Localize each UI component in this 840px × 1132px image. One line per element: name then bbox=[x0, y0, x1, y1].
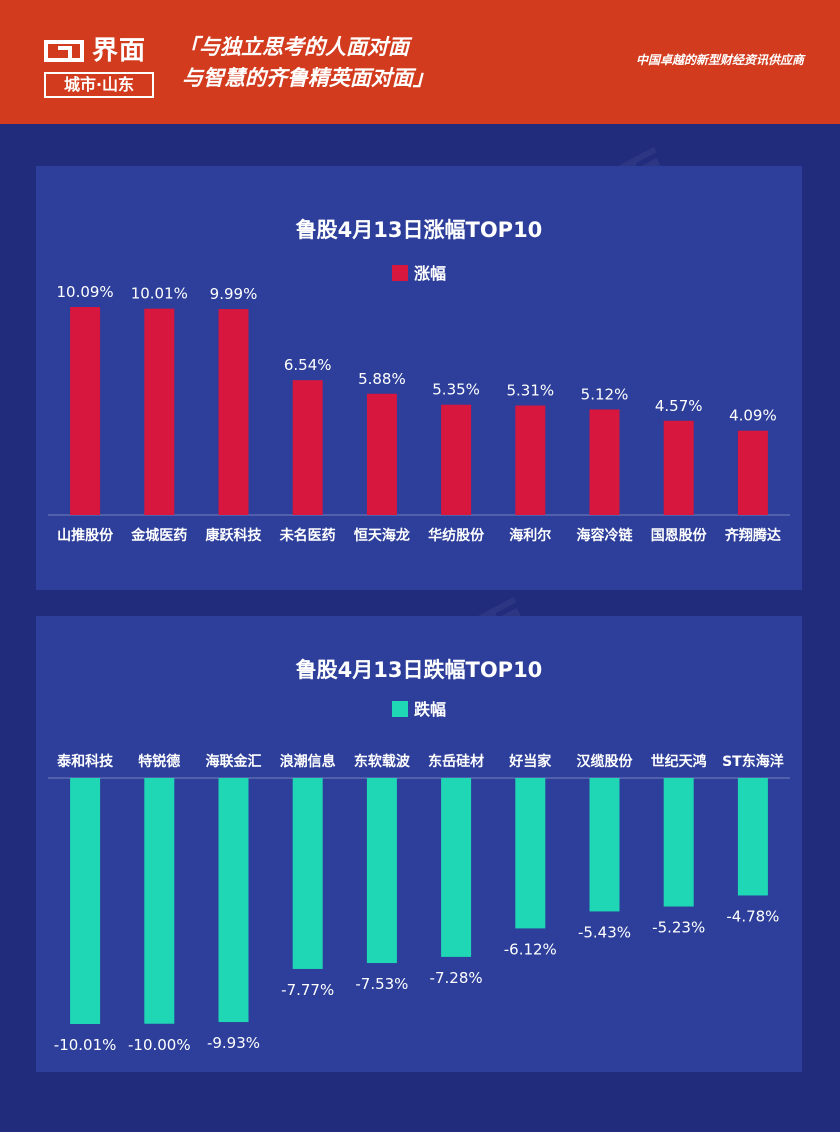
gain-category-label: 国恩股份 bbox=[651, 527, 708, 544]
loss-value-label: -5.43% bbox=[578, 923, 631, 941]
loss-category-label: 泰和科技 bbox=[56, 753, 114, 770]
gain-value-label: 5.12% bbox=[581, 385, 629, 403]
gain-bar bbox=[292, 380, 323, 515]
loss-bar bbox=[737, 778, 768, 896]
loss-bar bbox=[70, 778, 101, 1024]
gain-bar bbox=[441, 404, 472, 515]
loss-bar bbox=[663, 778, 694, 907]
slogan: 「与独立思考的人面对面 与智慧的齐鲁精英面对面」 bbox=[178, 32, 498, 94]
loss-category-label: 东岳硅材 bbox=[428, 753, 484, 770]
gain-category-label: 齐翔腾达 bbox=[725, 527, 781, 544]
loss-value-label: -7.53% bbox=[355, 975, 408, 993]
loss-category-label: 特锐德 bbox=[138, 753, 180, 770]
slogan-line-2: 与智慧的齐鲁精英面对面」 bbox=[182, 66, 434, 90]
loss-value-label: -7.77% bbox=[281, 981, 334, 999]
gain-value-label: 4.57% bbox=[655, 397, 703, 415]
header-banner: 界面 城市·山东 「与独立思考的人面对面 与智慧的齐鲁精英面对面」 中国卓越的新… bbox=[0, 0, 840, 124]
gain-legend-label: 涨幅 bbox=[413, 264, 446, 283]
loss-legend-swatch bbox=[391, 701, 408, 717]
gain-value-label: 10.09% bbox=[56, 283, 113, 301]
loss-chart-panel: 鲁股4月13日跌幅TOP10 跌幅 -10.01% 泰和科技 -10.00% 特锐德 -… bbox=[36, 616, 802, 1072]
gain-bar bbox=[515, 405, 546, 515]
gain-legend-swatch bbox=[391, 265, 408, 281]
gain-category-label: 康跃科技 bbox=[206, 527, 263, 544]
gain-category-label: 华纺股份 bbox=[428, 527, 485, 544]
loss-bar bbox=[515, 778, 546, 929]
gain-value-label: 5.35% bbox=[432, 381, 480, 399]
gain-value-label: 5.31% bbox=[506, 382, 554, 400]
gain-value-label: 5.88% bbox=[358, 370, 406, 388]
loss-value-label: -9.93% bbox=[207, 1034, 260, 1052]
loss-bar bbox=[589, 778, 620, 912]
tagline: 中国卓越的新型财经资讯供应商 bbox=[635, 53, 804, 67]
loss-bar bbox=[218, 778, 249, 1023]
loss-category-label: 东软载波 bbox=[354, 753, 411, 770]
gain-bar bbox=[144, 308, 175, 515]
gain-category-label: 山推股份 bbox=[57, 527, 114, 544]
gain-bar bbox=[663, 420, 694, 515]
loss-bar bbox=[441, 778, 472, 957]
loss-value-label: -4.78% bbox=[726, 907, 779, 925]
logo-sub-text: 城市·山东 bbox=[44, 72, 154, 98]
gain-category-label: 海利尔 bbox=[509, 527, 551, 544]
loss-value-label: -10.01% bbox=[54, 1036, 117, 1054]
gain-bar bbox=[366, 393, 397, 515]
gain-value-label: 4.09% bbox=[729, 407, 777, 425]
loss-bar bbox=[292, 778, 323, 969]
loss-value-label: -10.00% bbox=[128, 1036, 191, 1054]
gain-bar bbox=[70, 307, 101, 515]
slogan-line-1: 「与独立思考的人面对面 bbox=[178, 35, 409, 59]
loss-legend: 跌幅 bbox=[36, 696, 802, 720]
loss-legend-label: 跌幅 bbox=[413, 700, 446, 719]
gain-legend: 涨幅 bbox=[36, 260, 802, 284]
loss-bar bbox=[366, 778, 397, 964]
gain-chart-title: 鲁股4月13日涨幅TOP10 bbox=[295, 218, 543, 242]
gain-bar bbox=[218, 309, 249, 515]
jiemian-logo: 界面 城市·山东 bbox=[44, 34, 158, 98]
loss-category-label: 好当家 bbox=[508, 753, 552, 770]
gain-value-label: 10.01% bbox=[131, 285, 188, 303]
loss-bar bbox=[144, 778, 175, 1024]
gain-category-label: 金城医药 bbox=[130, 527, 187, 544]
loss-category-label: 浪潮信息 bbox=[280, 753, 336, 770]
loss-bar-chart: -10.01% 泰和科技 -10.00% 特锐德 -9.93% 海联金汇 -7.77% 浪潮信… bbox=[48, 753, 790, 1054]
gain-category-label: 海容冷链 bbox=[577, 527, 634, 544]
gain-bar bbox=[737, 430, 768, 515]
loss-category-label: 汉缆股份 bbox=[577, 753, 634, 770]
loss-value-label: -6.12% bbox=[504, 940, 557, 958]
loss-value-label: -7.28% bbox=[430, 969, 483, 987]
gain-bar-chart: 10.09% 山推股份 10.01% 金城医药 9.99% 康跃科技 6.54% 未名医药 5.… bbox=[48, 283, 790, 544]
loss-value-label: -5.23% bbox=[652, 919, 705, 937]
logo-mark-icon bbox=[44, 40, 84, 62]
loss-category-label: 海联金汇 bbox=[206, 753, 262, 770]
logo-main-text: 界面 bbox=[92, 36, 147, 66]
gain-category-label: 未名医药 bbox=[280, 527, 336, 544]
gain-value-label: 9.99% bbox=[210, 285, 258, 303]
gain-category-label: 恒天海龙 bbox=[354, 527, 410, 544]
gain-value-label: 6.54% bbox=[284, 356, 332, 374]
gain-chart-panel: 鲁股4月13日涨幅TOP10 涨幅 10.09% 山推股份 10.01% 金城医药 9.… bbox=[36, 166, 802, 590]
loss-category-label: 世纪天鸿 bbox=[651, 753, 707, 770]
gain-bar bbox=[589, 409, 620, 515]
loss-category-label: ST东海洋 bbox=[722, 753, 784, 770]
loss-chart-title: 鲁股4月13日跌幅TOP10 bbox=[295, 658, 543, 682]
